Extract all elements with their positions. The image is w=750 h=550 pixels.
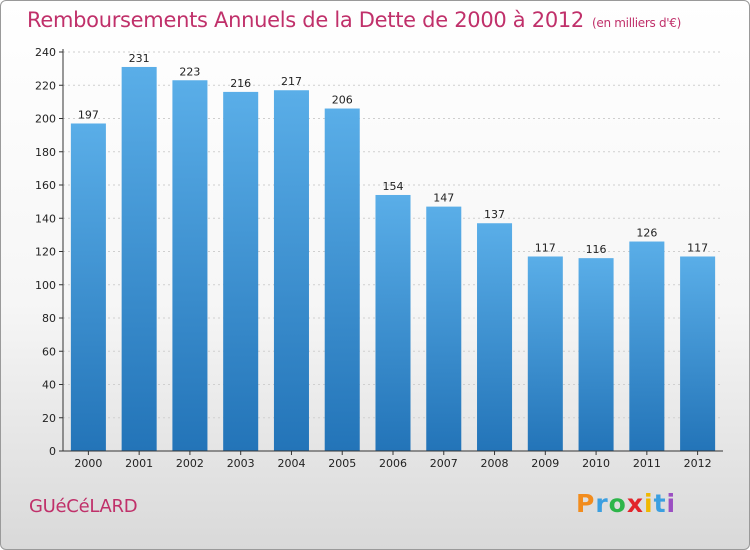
x-tick-label: 2000 — [74, 457, 102, 470]
y-tick-label: 60 — [42, 345, 56, 358]
data-label: 126 — [636, 227, 657, 240]
commune-name: GUéCéLARD — [29, 496, 138, 517]
proxiti-logo[interactable]: Proxiti — [576, 489, 676, 518]
bar[interactable] — [70, 123, 106, 452]
bar[interactable] — [578, 258, 614, 451]
logo-letter: x — [626, 489, 644, 518]
y-tick-label: 80 — [42, 312, 56, 325]
data-label: 231 — [129, 52, 150, 65]
logo-letter: i — [666, 489, 677, 518]
bar[interactable] — [527, 256, 563, 451]
x-tick-label: 2009 — [531, 457, 559, 470]
x-tick-label: 2001 — [125, 457, 153, 470]
data-label: 137 — [484, 208, 505, 221]
bar[interactable] — [172, 80, 208, 451]
logo-letter: P — [576, 489, 596, 518]
data-label: 206 — [332, 94, 353, 107]
data-label: 116 — [586, 243, 607, 256]
x-tick-label: 2010 — [582, 457, 610, 470]
data-label: 223 — [179, 65, 200, 78]
logo-letter: r — [595, 489, 609, 518]
y-tick-label: 100 — [35, 279, 56, 292]
bar[interactable] — [375, 194, 411, 451]
data-label: 154 — [383, 180, 404, 193]
x-tick-label: 2012 — [684, 457, 712, 470]
data-label: 216 — [230, 77, 251, 90]
y-tick-label: 200 — [35, 113, 56, 126]
chart-subtitle: (en milliers d'€) — [592, 16, 682, 30]
bar[interactable] — [121, 66, 157, 452]
logo-letter: o — [608, 489, 627, 518]
y-tick-label: 40 — [42, 379, 56, 392]
data-label: 117 — [535, 241, 556, 254]
chart-title-text: Remboursements Annuels de la Dette de 20… — [27, 8, 584, 32]
data-label: 117 — [687, 241, 708, 254]
data-label: 147 — [433, 192, 454, 205]
bar[interactable] — [324, 108, 360, 452]
bar[interactable] — [477, 223, 513, 451]
x-tick-label: 2005 — [328, 457, 356, 470]
logo-letter: t — [653, 489, 667, 518]
x-tick-label: 2011 — [633, 457, 661, 470]
x-tick-label: 2004 — [277, 457, 305, 470]
y-tick-label: 180 — [35, 146, 56, 159]
y-tick-label: 160 — [35, 179, 56, 192]
y-tick-label: 220 — [35, 79, 56, 92]
chart-title: Remboursements Annuels de la Dette de 20… — [27, 8, 681, 32]
logo-letter: i — [644, 489, 654, 518]
bars — [70, 66, 716, 452]
y-tick-label: 240 — [35, 46, 56, 59]
y-tick-label: 120 — [35, 246, 56, 259]
y-tick-label: 0 — [49, 445, 56, 458]
bar[interactable] — [223, 91, 259, 452]
bar[interactable] — [680, 256, 716, 451]
x-tick-label: 2002 — [176, 457, 204, 470]
x-tick-label: 2006 — [379, 457, 407, 470]
data-labels: 197 231 223 216 217 206 154 147 137 117 116 126 117 — [78, 52, 708, 256]
x-tick-label: 2003 — [227, 457, 255, 470]
x-axis-ticks: 2000 2001 2002 2003 2004 2005 2006 2007 2008 2009… — [74, 451, 712, 470]
bar[interactable] — [629, 241, 665, 451]
bar[interactable] — [426, 206, 462, 451]
x-tick-label: 2007 — [430, 457, 458, 470]
data-label: 217 — [281, 75, 302, 88]
x-tick-label: 2008 — [481, 457, 509, 470]
y-tick-label: 20 — [42, 412, 56, 425]
bar[interactable] — [273, 90, 309, 452]
data-label: 197 — [78, 108, 99, 121]
y-tick-label: 140 — [35, 212, 56, 225]
y-axis-ticks: 0 20 40 60 80 100 120 140 160 180 200 220 240 — [35, 46, 63, 458]
